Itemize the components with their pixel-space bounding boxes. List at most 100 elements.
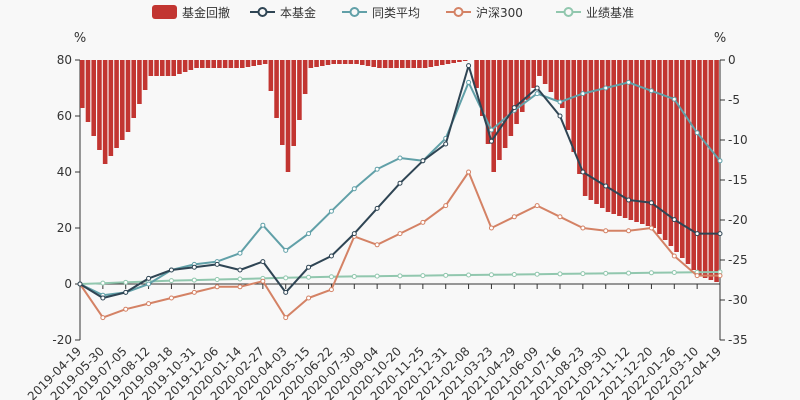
- drawdown-bar: [662, 60, 668, 240]
- legend-swatch-marker: [257, 7, 268, 17]
- drawdown-bar: [582, 60, 588, 196]
- legend-item[interactable]: 业绩基准: [556, 6, 634, 20]
- legend-label: 沪深300: [476, 6, 523, 20]
- series-point: [283, 247, 289, 253]
- series-point: [717, 231, 723, 237]
- drawdown-bar: [291, 60, 296, 146]
- drawdown-bar: [348, 60, 354, 64]
- series-point: [306, 274, 312, 280]
- series-point: [671, 96, 677, 102]
- series-point: [511, 214, 517, 220]
- drawdown-bar: [194, 60, 199, 68]
- series-point: [626, 197, 632, 203]
- series-point: [123, 279, 129, 285]
- drawdown-bar: [617, 60, 622, 216]
- series-point: [580, 169, 586, 175]
- series-point: [694, 231, 700, 237]
- series-point: [351, 231, 357, 237]
- drawdown-bar: [308, 60, 314, 68]
- legend-item[interactable]: 同类平均: [342, 6, 420, 20]
- drawdown-bar: [85, 60, 91, 122]
- right-tick-label: -15: [728, 173, 748, 187]
- drawdown-bar: [685, 60, 691, 264]
- series-point: [648, 200, 654, 206]
- drawdown-bar: [422, 60, 428, 68]
- legend-item[interactable]: 本基金: [250, 5, 316, 20]
- series-point: [191, 277, 197, 283]
- drawdown-bar: [142, 60, 148, 90]
- drawdown-bar: [342, 60, 348, 64]
- drawdown-bar: [462, 60, 468, 61]
- series-point: [283, 289, 289, 295]
- series-point: [580, 91, 586, 97]
- drawdown-bar: [668, 60, 674, 246]
- series-point: [557, 271, 563, 277]
- series-point: [260, 222, 266, 228]
- series-point: [214, 284, 220, 290]
- series-point: [466, 79, 472, 85]
- series-point: [443, 203, 449, 209]
- drawdown-bar: [365, 60, 371, 66]
- legend-swatch-marker: [453, 7, 464, 17]
- drawdown-bar: [154, 60, 159, 76]
- drawdown-bar: [405, 60, 411, 68]
- drawdown-bar: [320, 60, 325, 66]
- drawdown-bar: [91, 60, 96, 136]
- drawdown-bar: [491, 60, 496, 172]
- series-point: [146, 275, 152, 281]
- series-point: [374, 205, 380, 211]
- series-point: [283, 315, 289, 321]
- series-point: [626, 228, 632, 234]
- series-point: [168, 295, 174, 301]
- drawdown-bar: [525, 60, 531, 100]
- series-point: [420, 273, 426, 279]
- series-point: [580, 225, 586, 231]
- drawdown-bar: [440, 60, 445, 65]
- legend-item[interactable]: 基金回撤: [152, 5, 230, 20]
- drawdown-bar: [628, 60, 634, 220]
- drawdown-bar: [165, 60, 171, 76]
- legend-swatch: [152, 5, 177, 19]
- drawdown-bar: [297, 60, 302, 120]
- legend-item[interactable]: 沪深300: [446, 6, 523, 20]
- drawdown-bar: [360, 60, 365, 65]
- series-point: [260, 278, 266, 284]
- series-point: [488, 272, 494, 278]
- series-point: [351, 273, 357, 279]
- series-point: [100, 280, 106, 286]
- series-point: [100, 315, 106, 321]
- series-point: [168, 267, 174, 273]
- drawdown-bar: [474, 60, 479, 88]
- series-point: [77, 281, 83, 287]
- drawdown-bar: [102, 60, 108, 164]
- left-tick-label: 80: [57, 53, 72, 67]
- legend-label: 同类平均: [372, 6, 420, 20]
- series-point: [671, 253, 677, 259]
- series-point: [328, 208, 334, 214]
- drawdown-bar: [542, 60, 548, 84]
- drawdown-bar: [228, 60, 234, 68]
- series-point: [283, 275, 289, 281]
- drawdown-bar: [680, 60, 685, 258]
- drawdown-bar: [445, 60, 451, 64]
- drawdown-bar: [594, 60, 599, 204]
- series-point: [397, 273, 403, 279]
- legend[interactable]: 基金回撤 本基金 同类平均 沪深300 业绩基准: [152, 5, 634, 20]
- drawdown-bar: [211, 60, 216, 68]
- drawdown-bar: [451, 60, 456, 63]
- drawdown-bar: [268, 60, 274, 91]
- right-tick-label: -30: [728, 293, 748, 307]
- drawdown-bar: [251, 60, 256, 66]
- drawdown-bar: [411, 60, 416, 68]
- drawdown-bar: [234, 60, 239, 68]
- series-point: [374, 242, 380, 248]
- series-point: [168, 278, 174, 284]
- drawdown-bar: [714, 60, 719, 282]
- drawdown-bar: [171, 60, 176, 76]
- drawdown-bar: [257, 60, 262, 65]
- drawdown-bar: [217, 60, 222, 68]
- drawdown-bar: [177, 60, 182, 74]
- left-tick-label: 40: [57, 165, 72, 179]
- left-axis-unit: %: [74, 31, 86, 46]
